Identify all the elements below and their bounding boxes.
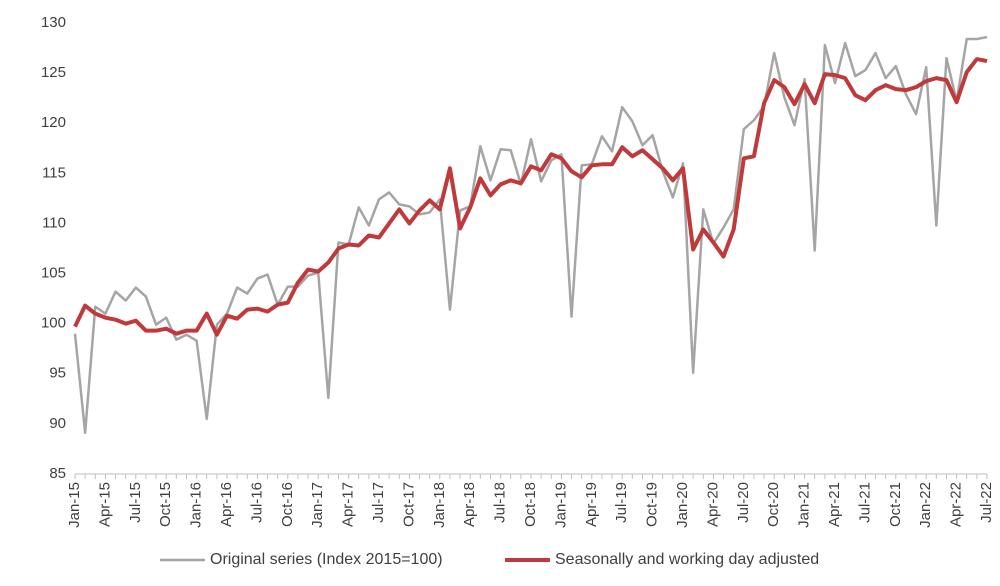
x-tick-label: Oct-19 xyxy=(644,482,661,527)
y-tick-label: 110 xyxy=(42,214,66,231)
y-tick-label: 90 xyxy=(49,415,66,432)
x-tick-label: Jan-22 xyxy=(917,482,934,528)
y-tick-label: 125 xyxy=(41,64,66,81)
x-tick-label: Jul-16 xyxy=(248,482,265,523)
x-tick-label: Apr-18 xyxy=(461,482,478,527)
x-tick-label: Apr-20 xyxy=(704,482,721,527)
x-tick-label: Jul-21 xyxy=(856,482,873,523)
x-tick-label: Jul-15 xyxy=(127,482,144,523)
x-tick-label: Oct-16 xyxy=(279,482,296,527)
x-tick-label: Jul-20 xyxy=(735,482,752,523)
x-tick-label: Jan-18 xyxy=(431,482,448,528)
x-tick-label: Jul-19 xyxy=(613,482,630,523)
x-tick-label: Apr-16 xyxy=(218,482,235,527)
x-tick-label: Jan-21 xyxy=(796,482,813,528)
y-tick-label: 130 xyxy=(41,14,66,31)
x-tick-label: Apr-21 xyxy=(826,482,843,527)
y-tick-label: 85 xyxy=(49,465,66,482)
y-tick-label: 100 xyxy=(41,315,66,332)
x-tick-label: Apr-19 xyxy=(583,482,600,527)
y-tick-label: 115 xyxy=(42,164,66,181)
x-tick-label: Jan-20 xyxy=(674,482,691,528)
x-tick-label: Jul-22 xyxy=(978,482,995,523)
series-line xyxy=(73,35,988,435)
series-line xyxy=(73,57,988,337)
x-tick-label: Jul-17 xyxy=(370,482,387,523)
x-tick-label: Jan-17 xyxy=(309,482,326,528)
x-tick-label: Apr-22 xyxy=(948,482,965,527)
x-tick-label: Jan-16 xyxy=(188,482,205,528)
x-tick-label: Apr-17 xyxy=(340,482,357,527)
x-tick-label: Oct-21 xyxy=(887,482,904,527)
x-tick-label: Oct-17 xyxy=(400,482,417,527)
x-tick-label: Oct-15 xyxy=(157,482,174,527)
legend-label: Seasonally and working day adjusted xyxy=(555,551,819,568)
y-tick-label: 95 xyxy=(49,365,66,382)
y-tick-label: 120 xyxy=(41,114,66,131)
x-tick-label: Apr-15 xyxy=(96,482,113,527)
legend-label: Original series (Index 2015=100) xyxy=(210,551,443,568)
y-tick-label: 105 xyxy=(41,265,66,282)
x-tick-label: Jan-15 xyxy=(66,482,83,528)
x-tick-label: Jan-19 xyxy=(552,482,569,528)
x-tick-label: Oct-20 xyxy=(765,482,782,527)
x-tick-label: Jul-18 xyxy=(492,482,509,523)
x-tick-label: Oct-18 xyxy=(522,482,539,527)
